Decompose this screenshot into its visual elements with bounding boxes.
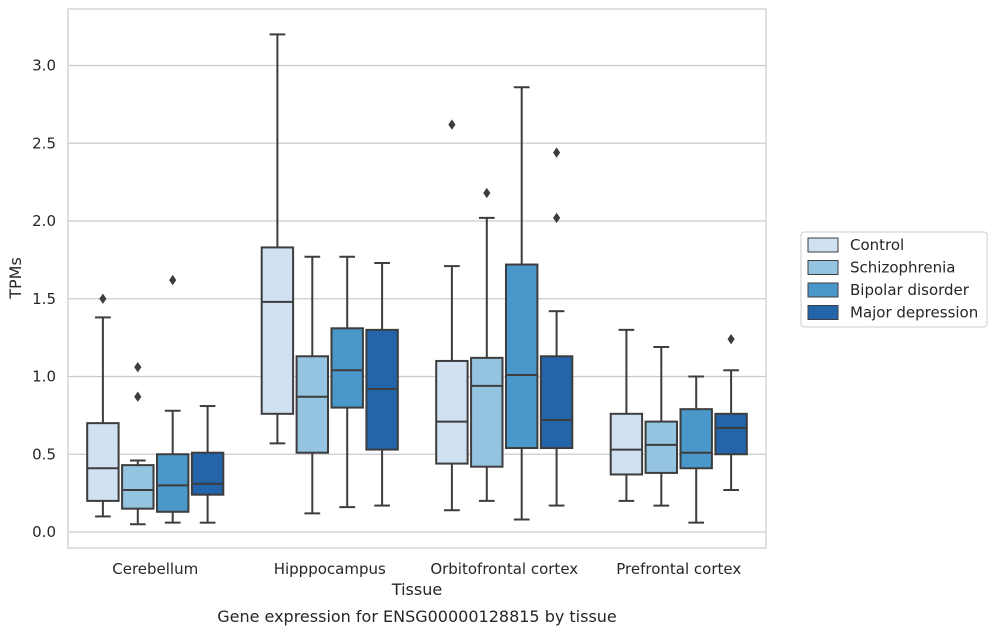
box-3-1 xyxy=(365,261,399,507)
outlier-point xyxy=(169,274,177,286)
legend-label: Bipolar disorder xyxy=(850,281,970,299)
iqr-box xyxy=(330,327,364,409)
iqr-box xyxy=(86,422,120,502)
iqr-box xyxy=(190,451,225,496)
box-2-0 xyxy=(155,274,190,524)
x-tick-labels: Cerebellum Hipppocampus Orbitofrontal cort… xyxy=(112,560,741,578)
legend-swatch xyxy=(807,260,839,275)
y-tick-label: 1.0 xyxy=(32,368,56,386)
box-0-0 xyxy=(86,293,120,518)
y-tick-label: 0.5 xyxy=(32,445,56,463)
y-tick-label: 2.5 xyxy=(32,134,56,152)
outlier-point xyxy=(99,293,107,304)
legend-label: Major depression xyxy=(850,304,978,322)
x-axis-label: Tissue xyxy=(391,580,442,599)
iqr-box xyxy=(435,359,469,465)
legend-swatch xyxy=(807,237,839,253)
y-tick-label: 3.0 xyxy=(32,57,56,75)
box-1-0 xyxy=(121,361,155,526)
legend-swatch xyxy=(807,305,839,320)
iqr-box xyxy=(121,464,155,510)
y-tick-label: 2.0 xyxy=(32,212,56,230)
iqr-box xyxy=(504,263,539,450)
box-2-2 xyxy=(504,86,539,521)
outlier-point xyxy=(448,119,456,130)
outlier-point xyxy=(553,212,561,224)
y-tick-label: 0.0 xyxy=(32,523,56,541)
iqr-box xyxy=(679,408,713,470)
iqr-box xyxy=(714,412,748,456)
box-1-1 xyxy=(295,255,330,515)
y-tick-labels: 0.0 0.5 1.0 1.5 2.0 2.5 3.0 xyxy=(32,57,56,542)
outlier-point xyxy=(483,187,491,199)
box-0-3 xyxy=(609,328,644,502)
iqr-box xyxy=(644,420,679,474)
iqr-box xyxy=(155,453,190,513)
box-2-1 xyxy=(330,255,364,509)
outlier-point xyxy=(727,334,735,345)
box-3-2 xyxy=(539,147,574,507)
iqr-box xyxy=(470,356,504,468)
iqr-box xyxy=(539,355,574,450)
box-3-0 xyxy=(190,405,225,524)
box-0-2 xyxy=(435,119,469,512)
legend: Control Schizophrenia Bipolar disorder Majo… xyxy=(800,231,988,328)
box-2-3 xyxy=(679,375,713,524)
iqr-box xyxy=(295,355,330,454)
x-tick-label: Prefrontal cortex xyxy=(616,560,741,578)
box-1-2 xyxy=(470,187,504,502)
y-tick-label: 1.5 xyxy=(32,290,56,308)
iqr-box xyxy=(609,412,644,476)
box-0-1 xyxy=(260,33,295,445)
x-tick-label: Cerebellum xyxy=(112,560,198,578)
box-1-3 xyxy=(644,345,679,507)
plot-area-frame xyxy=(67,8,767,549)
chart-caption: Gene expression for ENSG00000128815 by t… xyxy=(217,607,617,626)
legend-label: Control xyxy=(850,236,904,254)
outlier-point xyxy=(134,361,142,373)
outlier-point xyxy=(134,391,142,402)
box-3-3 xyxy=(714,334,748,492)
legend-label: Schizophrenia xyxy=(850,259,955,277)
legend-frame xyxy=(800,231,988,328)
outlier-point xyxy=(553,147,561,158)
x-tick-label: Orbitofrontal cortex xyxy=(430,560,578,578)
x-tick-label: Hipppocampus xyxy=(274,560,386,578)
iqr-box xyxy=(260,246,295,415)
y-axis-label: TPMs xyxy=(6,257,25,300)
legend-swatch xyxy=(807,282,839,298)
box-plots xyxy=(86,33,748,526)
